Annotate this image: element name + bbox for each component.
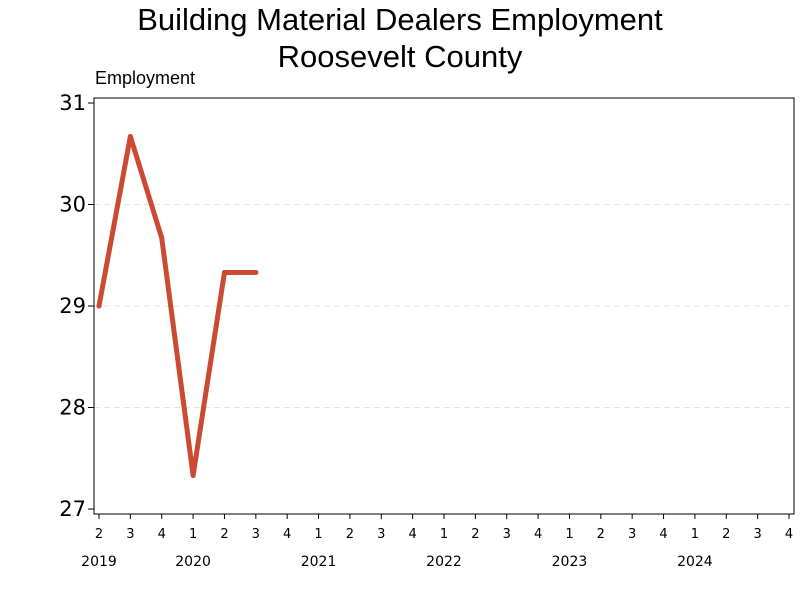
data-point (221, 270, 227, 276)
x-tick-label: 4 (534, 527, 542, 542)
y-tick-label: 31 (59, 91, 86, 115)
x-tick-label: 3 (377, 527, 385, 542)
y-tick-label: 30 (59, 193, 86, 217)
x-tick-label: 4 (283, 527, 291, 542)
x-tick-label: 2 (597, 527, 605, 542)
x-tick-label: 2 (95, 527, 103, 542)
x-tick-label: 4 (785, 527, 793, 542)
x-tick-label: 1 (565, 527, 573, 542)
series-line (96, 133, 259, 479)
data-point (96, 303, 102, 309)
x-tick-label: 1 (440, 527, 448, 542)
data-point (127, 133, 133, 139)
x-tick-label: 2 (220, 527, 228, 542)
data-point (159, 235, 165, 241)
x-tick-label: 2 (346, 527, 354, 542)
y-tick-label: 27 (59, 497, 86, 521)
data-point (190, 473, 196, 479)
x-tick-label: 2 (722, 527, 730, 542)
x-tick-label: 3 (628, 527, 636, 542)
x-tick-label: 4 (408, 527, 416, 542)
x-tick-label: 3 (126, 527, 134, 542)
data-point (253, 270, 259, 276)
x-year-label: 2023 (552, 554, 588, 570)
x-year-label: 2020 (175, 554, 211, 570)
x-year-label: 2024 (677, 554, 713, 570)
chart-subtitle: Roosevelt County (277, 39, 523, 74)
y-axis-label: Employment (95, 68, 196, 88)
y-tick-label: 29 (59, 294, 86, 318)
x-tick-label: 1 (189, 527, 197, 542)
x-tick-label: 3 (252, 527, 260, 542)
y-tick-label: 28 (59, 396, 86, 420)
chart-title: Building Material Dealers Employment (137, 2, 663, 37)
x-tick-label: 1 (691, 527, 699, 542)
x-tick-label: 3 (503, 527, 511, 542)
x-tick-label: 2 (471, 527, 479, 542)
x-year-label: 2022 (426, 554, 462, 570)
x-year-label: 2021 (301, 554, 337, 570)
x-year-label: 2019 (81, 554, 117, 570)
x-tick-label: 1 (314, 527, 322, 542)
x-tick-label: 4 (158, 527, 166, 542)
x-tick-label: 4 (659, 527, 667, 542)
x-tick-label: 3 (753, 527, 761, 542)
